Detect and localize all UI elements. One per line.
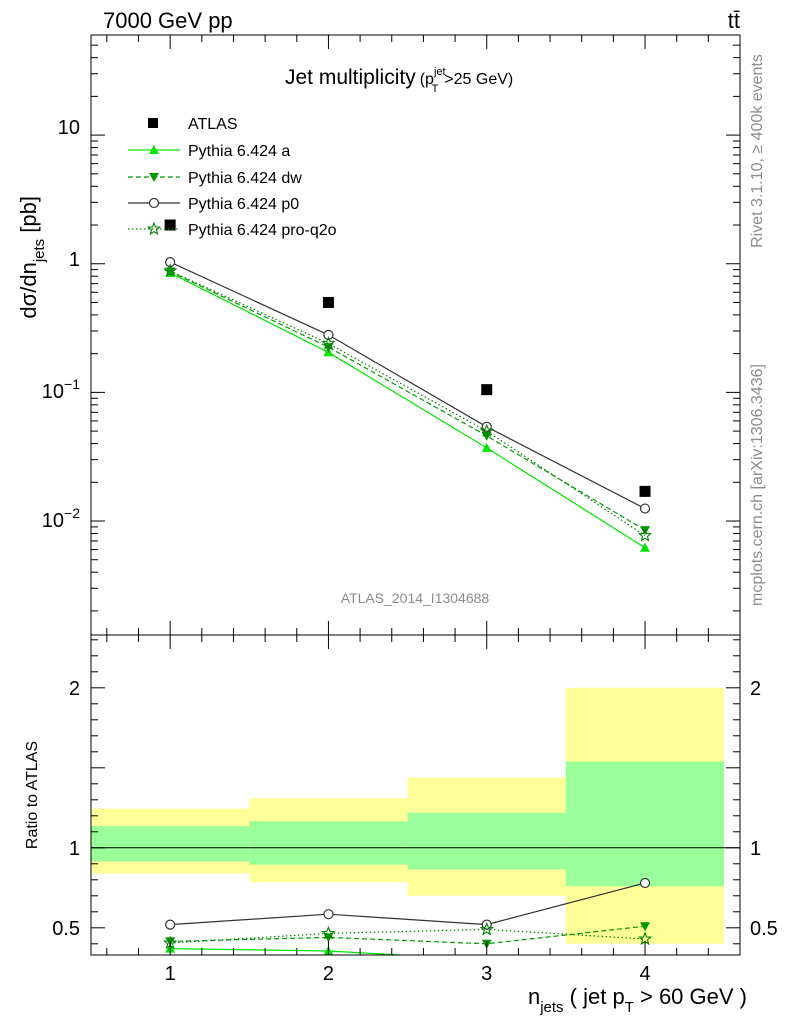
ratio-y-tick-label-right: 0.5 <box>750 918 778 940</box>
pythia-proq2o-point-4 <box>637 528 653 542</box>
pythia-a-point-3 <box>481 442 492 452</box>
energy-label: 7000 GeV pp <box>103 8 233 33</box>
ratio-y-tick-label-left: 2 <box>69 678 80 700</box>
pythia-proq2o-point-1 <box>163 263 178 277</box>
legend-entry-atlas: ATLAS <box>148 116 238 133</box>
x-axis-label: njets ( jet pT > 60 GeV ) <box>528 984 747 1016</box>
mcplots-label: mcplots.cern.ch [arXiv:1306.3436] <box>749 364 766 606</box>
atlas-point-2 <box>322 296 334 308</box>
legend-marker-atlas <box>148 118 158 128</box>
legend-marker-pythia-a <box>149 145 159 154</box>
atlas-point-4 <box>639 485 651 497</box>
pythia-p0-point-1 <box>165 256 176 268</box>
uncertainty-band-inner-4 <box>565 761 725 887</box>
legend-entry-pythia-p0: Pythia 6.424 p0 <box>128 196 299 213</box>
main-axis-ticks <box>91 34 740 635</box>
ratio-pythia-proq2o-point-2 <box>321 925 336 940</box>
ratio-pythia-dw-line <box>170 925 646 945</box>
ratio-y-axis-label: Ratio to ATLAS <box>24 741 41 849</box>
pythia-a-line <box>169 272 646 549</box>
y-tick-label-1e-1: 10−1 <box>42 376 80 403</box>
uncertainty-band-inner-3 <box>407 812 566 870</box>
y-tick-label-1: 1 <box>69 249 80 271</box>
rivet-version-label: Rivet 3.1.10, ≥ 400k events <box>749 54 766 248</box>
pythia-proq2o-point-2 <box>321 335 336 350</box>
main-y-axis-label: dσ/dnjets [pb] <box>16 196 48 319</box>
main-plot-marks <box>163 219 653 552</box>
legend-entry-pythia-a: Pythia 6.424 a <box>128 143 290 160</box>
ratio-axis-ticks <box>91 635 740 955</box>
legend-entry-pythia-dw: Pythia 6.424 dw <box>128 170 302 187</box>
legend-label-atlas: ATLAS <box>188 116 238 133</box>
legend-marker-pythia-dw <box>149 173 159 182</box>
ratio-y-tick-label-left: 0.5 <box>52 918 80 940</box>
pythia-p0-point-2 <box>323 329 334 340</box>
legend-label-pythia-p0: Pythia 6.424 p0 <box>188 196 299 213</box>
x-tick-label-3: 3 <box>481 963 492 985</box>
ratio-pythia-p0-line <box>170 882 646 926</box>
ratio-pythia-proq2o-line <box>170 928 646 944</box>
legend-marker-pythia-pro-q2o <box>146 221 162 236</box>
ratio-x-tick-labels: 1 2 3 4 <box>165 963 651 985</box>
legend-entry-pythia-pro-q2o: Pythia 6.424 pro-q2o <box>128 221 337 239</box>
pythia-p0-point-4 <box>639 503 651 514</box>
process-label: tt̄ <box>728 8 740 33</box>
ratio-plot-marks <box>91 687 740 955</box>
legend: ATLAS Pythia 6.424 a Pythia 6.424 dw Pyt… <box>128 116 337 239</box>
atlas-point-3 <box>481 384 493 396</box>
pythia-a-point-4 <box>640 542 651 552</box>
chart-title: Jet multiplicity (pjet T>25 GeV) <box>285 66 513 95</box>
legend-marker-pythia-p0 <box>148 197 160 209</box>
legend-label-pythia-dw: Pythia 6.424 dw <box>188 170 302 187</box>
ratio-pythia-p0-point-4 <box>639 877 651 889</box>
pythia-proq2o-point-3 <box>479 423 494 438</box>
ratio-frame <box>90 634 741 956</box>
main-y-tick-labels: 10−2 10−1 1 10 <box>42 117 80 532</box>
ratio-y-tick-label-right: 1 <box>750 838 761 860</box>
ratio-pythia-p0-point-2 <box>323 909 334 920</box>
y-tick-label-1e-2: 10−2 <box>42 505 80 532</box>
pythia-dw-point-1 <box>165 267 176 277</box>
pythia-proq2o-line <box>169 270 646 537</box>
legend-label-pythia-a: Pythia 6.424 a <box>188 143 290 160</box>
ratio-y-tick-label-right: 2 <box>750 678 761 700</box>
uncertainty-band-inner-2 <box>249 821 408 865</box>
ratio-panel: 0.5 0.5 1 1 2 2 1 2 3 4 Ratio to ATLAS njets ( j… <box>24 634 778 1016</box>
pythia-dw-line <box>169 270 646 531</box>
pythia-p0-line <box>169 261 646 510</box>
legend-label-pythia-pro-q2o: Pythia 6.424 pro-q2o <box>188 222 337 239</box>
y-tick-label-10: 10 <box>58 117 80 139</box>
x-tick-label-2: 2 <box>323 963 334 985</box>
uncertainty-band-inner-1 <box>91 826 250 862</box>
analysis-id-label: ATLAS_2014_I1304688 <box>341 590 490 606</box>
ratio-pythia-dw-point-4 <box>640 922 651 932</box>
x-tick-label-4: 4 <box>639 963 650 985</box>
x-tick-label-1: 1 <box>165 963 176 985</box>
ratio-pythia-p0-point-1 <box>165 919 176 930</box>
ratio-y-tick-labels: 0.5 0.5 1 1 2 2 <box>52 678 778 940</box>
ratio-y-tick-label-left: 1 <box>69 838 80 860</box>
main-panel: 10−2 10−1 1 10 dσ/dnjets [pb] Jet multip… <box>16 34 741 636</box>
atlas-point-1 <box>164 219 176 231</box>
ratio-pythia-proq2o-point-3 <box>479 921 494 936</box>
